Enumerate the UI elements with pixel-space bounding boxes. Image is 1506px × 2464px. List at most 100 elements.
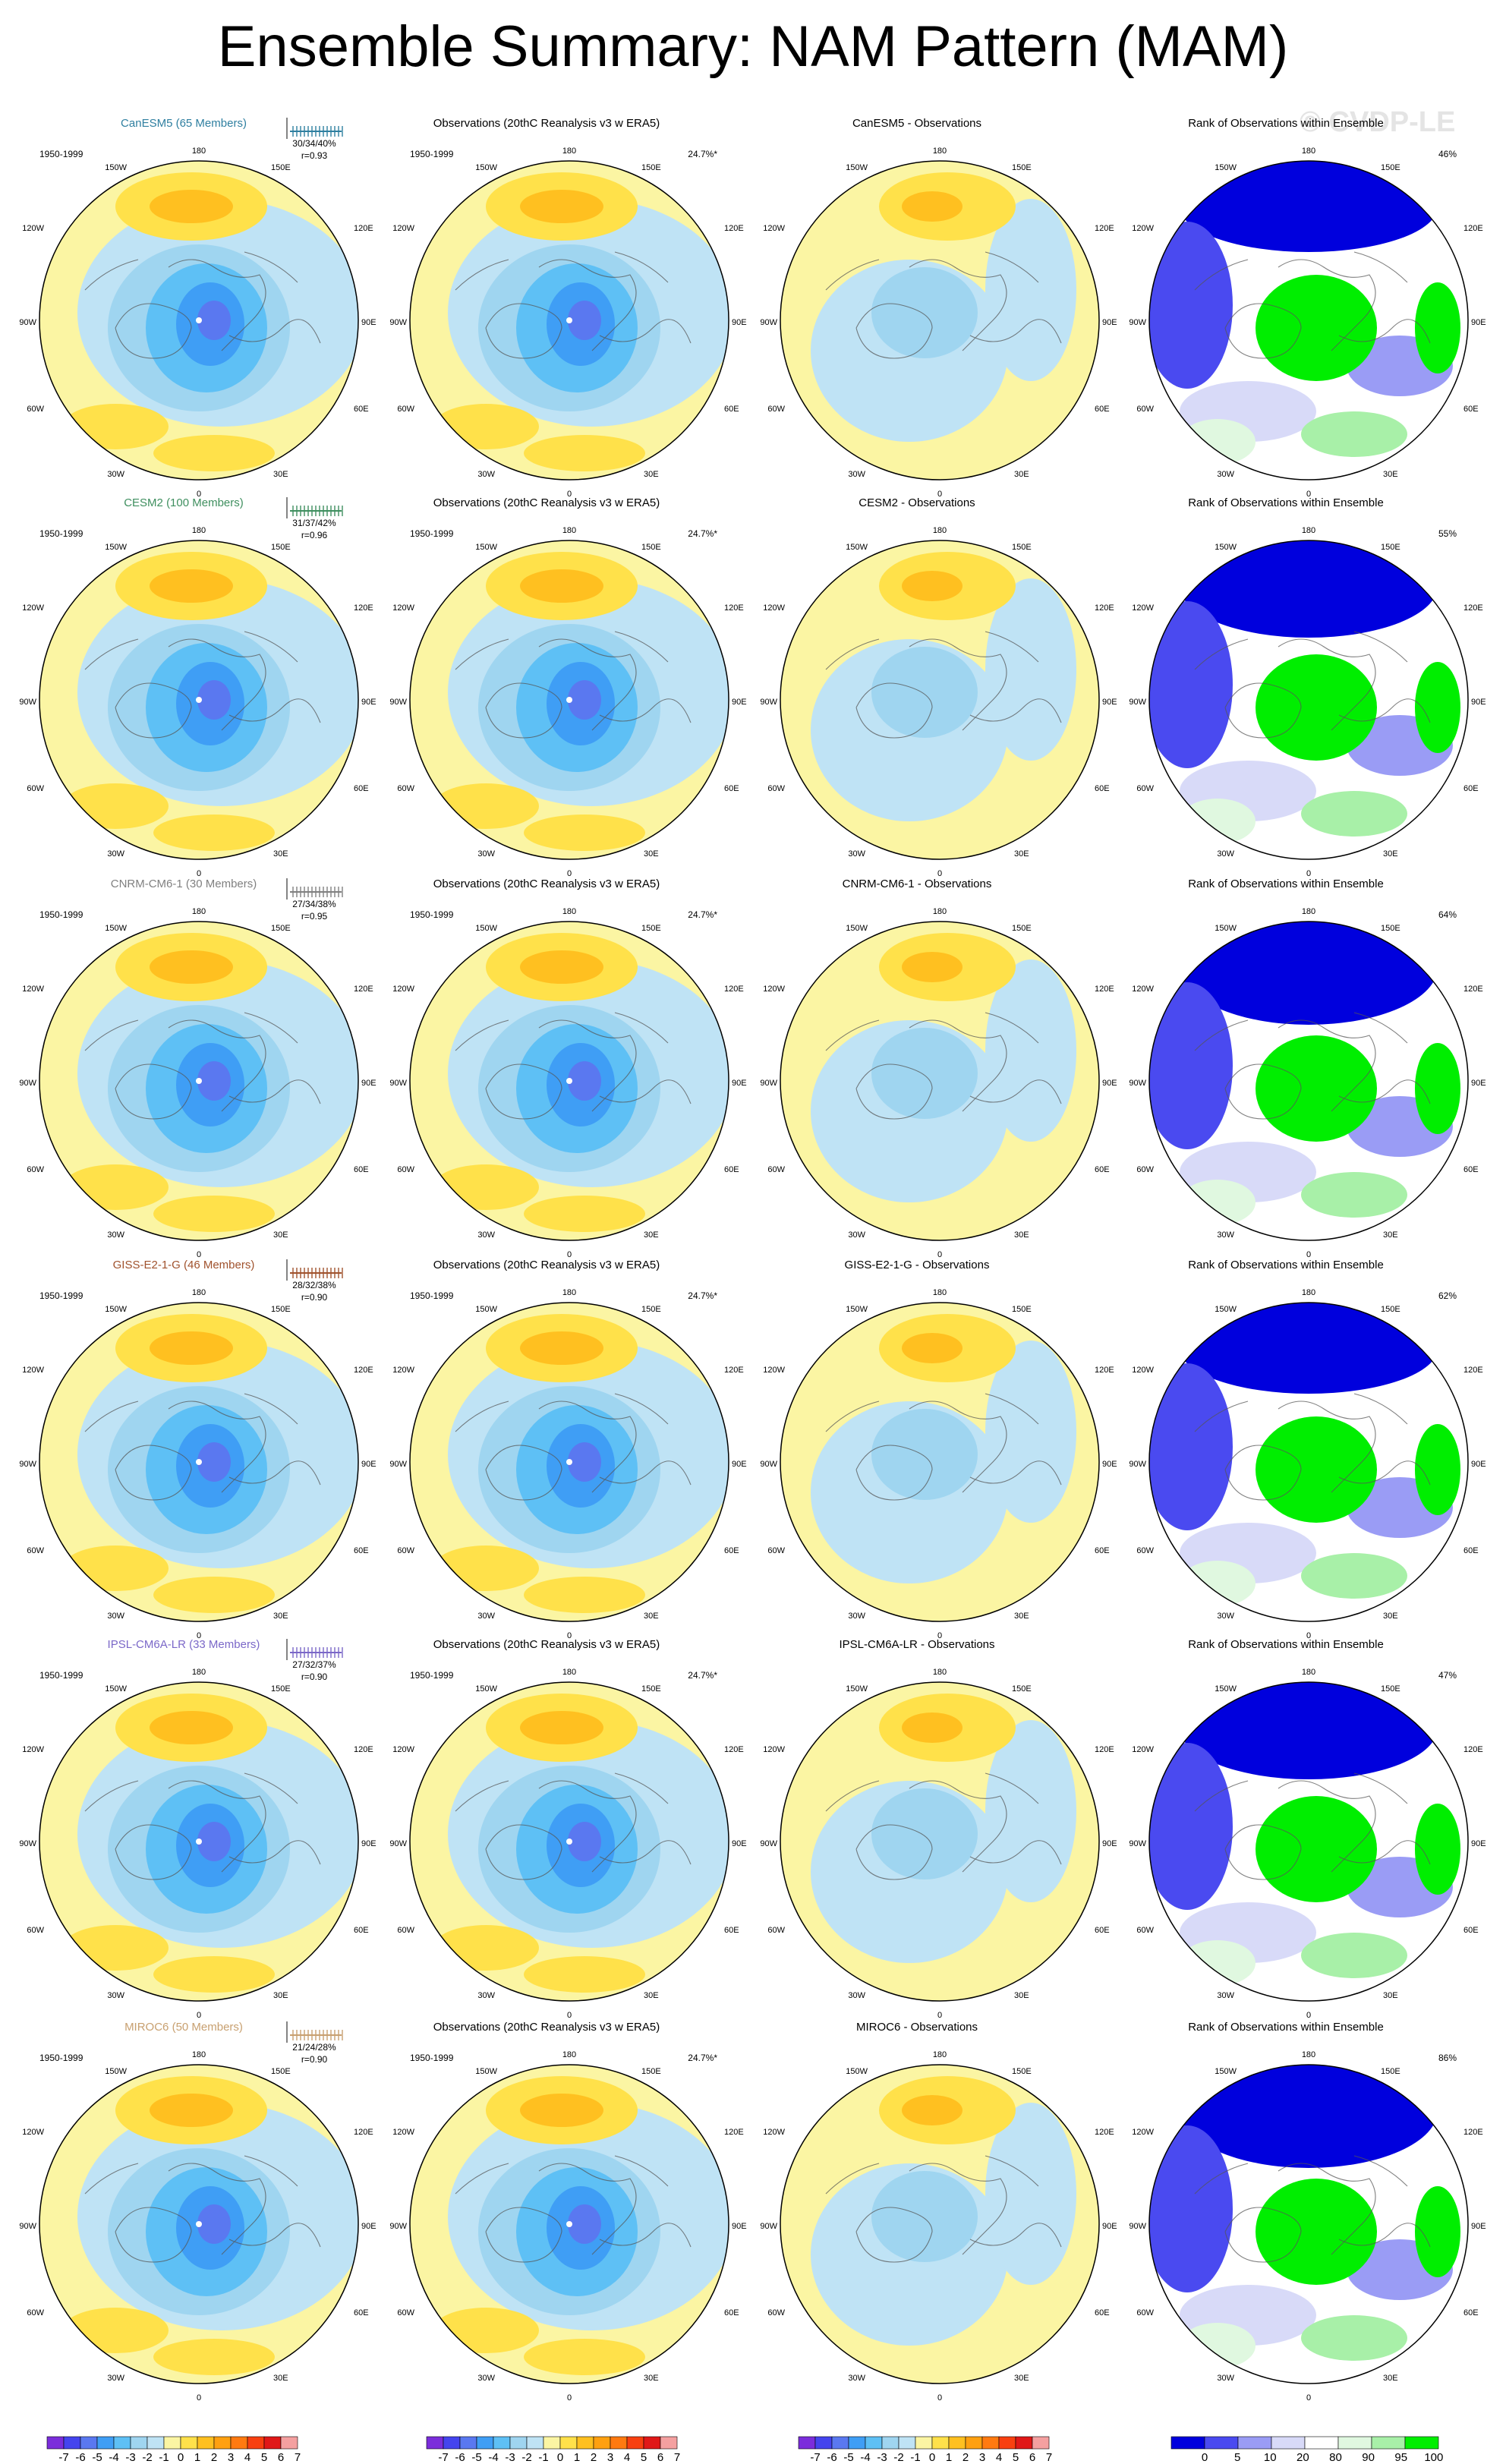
rank-title: Rank of Observations within Ensemble [1188,2021,1384,2034]
coastline-outline [825,631,1062,739]
compass-label: 0 [937,1250,942,1259]
compass-label: 60W [767,405,785,414]
compass-label: 150W [475,924,497,933]
compass-label: 60E [354,1926,369,1935]
compass-label: 90E [1102,2222,1117,2231]
colorbar-tick-label: -5 [471,2451,481,2464]
colorbar-tick-label: 1 [194,2451,200,2464]
compass-label: 30E [273,1612,288,1621]
compass-label: 120W [1132,985,1154,994]
compass-label: 120W [1132,603,1154,613]
compass-label: 180 [562,147,576,156]
colorbar-tick-label: 1 [574,2451,580,2464]
compass-label: 150W [105,1305,127,1314]
coastline-outline [84,1772,321,1880]
colorbar-hpa: -7-6-5-4-3-2-101234567hPa [46,2436,301,2464]
map-fill-layer [39,1682,358,2001]
rank-pct-label: 86% [1438,2053,1457,2063]
compass-label: 120W [392,224,414,233]
period-label: 1950-1999 [410,2053,454,2063]
compass-label: 30E [644,2374,659,2383]
negative-anomaly [568,680,601,720]
compass-label: 180 [562,907,576,916]
rank-title: Rank of Observations within Ensemble [1188,1259,1384,1271]
colorbar-swatch [46,2436,65,2450]
compass-label: 90W [389,1079,407,1088]
colorbar-swatch [1404,2436,1439,2450]
map-fill-layer [780,1682,1099,2001]
rank-high-region [1301,411,1407,457]
compass-label: 90E [732,1839,747,1848]
polar-map-mean: 180 0 150W 150E 120W 120E 90W 90E 60W 60E 30W 30E [389,147,746,499]
polar-map-mean: 180 0 150W 150E 120W 120E 90W 90E 60W 60E 30W 30E [389,1288,746,1640]
compass-label: 30E [1014,1991,1029,2000]
positive-anomaly [153,1196,275,1232]
compass-label: 90E [1102,1839,1117,1848]
compass-label: 150E [1381,2067,1400,2076]
compass-label: 120W [22,1366,44,1375]
colorbar-tick-label: -5 [92,2451,102,2464]
pattern-correlation-label: r=0.90 [301,1292,328,1303]
compass-label: 90W [1129,1839,1146,1848]
colorbar-swatch [1032,2436,1050,2450]
compass-label: 60E [354,2308,369,2317]
compass-label: 60E [354,1546,369,1555]
colorbar-tick-label: 2 [211,2451,217,2464]
compass-label: 180 [192,147,206,156]
compass-label: 120E [1095,985,1114,994]
map-boundary [780,921,1100,1241]
compass-label: 0 [197,1250,201,1259]
positive-anomaly [150,950,233,984]
compass-label: 120W [763,1366,785,1375]
positive-anomaly [153,815,275,851]
difference-title: IPSL-CM6A-LR - Observations [839,1638,994,1651]
colorbar-tick-label: 2 [963,2451,969,2464]
negative-anomaly [568,1061,601,1101]
compass-label: 180 [192,526,206,535]
colorbar-tick-label: 20 [1296,2451,1309,2464]
difference-title: CanESM5 - Observations [852,117,981,130]
compass-label: 30E [1014,1230,1029,1240]
compass-label: 120W [392,1745,414,1754]
colorbar-swatch [1337,2436,1372,2450]
period-label: 1950-1999 [39,2053,83,2063]
map-boundary [1148,2064,1469,2384]
compass-label: 30E [273,1230,288,1240]
rank-high-region [1256,1035,1377,1142]
map-boundary [780,160,1100,481]
rank-high-region [1180,799,1256,844]
map-boundary [780,540,1100,860]
period-label: 1950-1999 [410,149,454,159]
compass-label: 60W [27,1926,44,1935]
compass-label: 150E [1012,2067,1032,2076]
compass-label: 180 [1302,2050,1315,2059]
compass-label: 30E [273,470,288,479]
compass-label: 30W [477,2374,495,2383]
compass-label: 30E [273,849,288,859]
colorbar-swatch [443,2436,461,2450]
compass-label: 150E [641,2067,661,2076]
compass-label: 0 [567,2393,572,2403]
compass-label: 150E [1012,924,1032,933]
coastline-outline [1194,1393,1431,1501]
coastline-outline [84,2155,321,2263]
negative-anomaly [871,647,978,738]
map-boundary [1148,1302,1469,1622]
map-boundary [780,2064,1100,2384]
compass-label: 180 [933,1288,947,1297]
compass-label: 120E [354,985,373,994]
compass-label: 90W [760,2222,777,2231]
compass-label: 90W [760,698,777,707]
compass-label: 120E [1095,224,1114,233]
compass-label: 120E [1095,1745,1114,1754]
compass-label: 30W [477,1612,495,1621]
compass-label: 150E [271,163,291,172]
colorbar-swatch [814,2436,833,2450]
map-boundary [1148,921,1469,1241]
compass-label: 30W [107,1991,124,2000]
compass-label: 0 [937,2393,942,2403]
map-fill-layer [1149,161,1468,480]
compass-label: 60E [724,1165,739,1174]
